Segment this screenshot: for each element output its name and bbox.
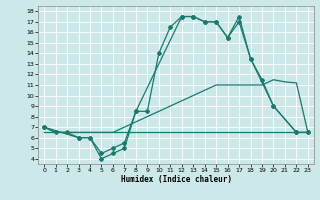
X-axis label: Humidex (Indice chaleur): Humidex (Indice chaleur) xyxy=(121,175,231,184)
